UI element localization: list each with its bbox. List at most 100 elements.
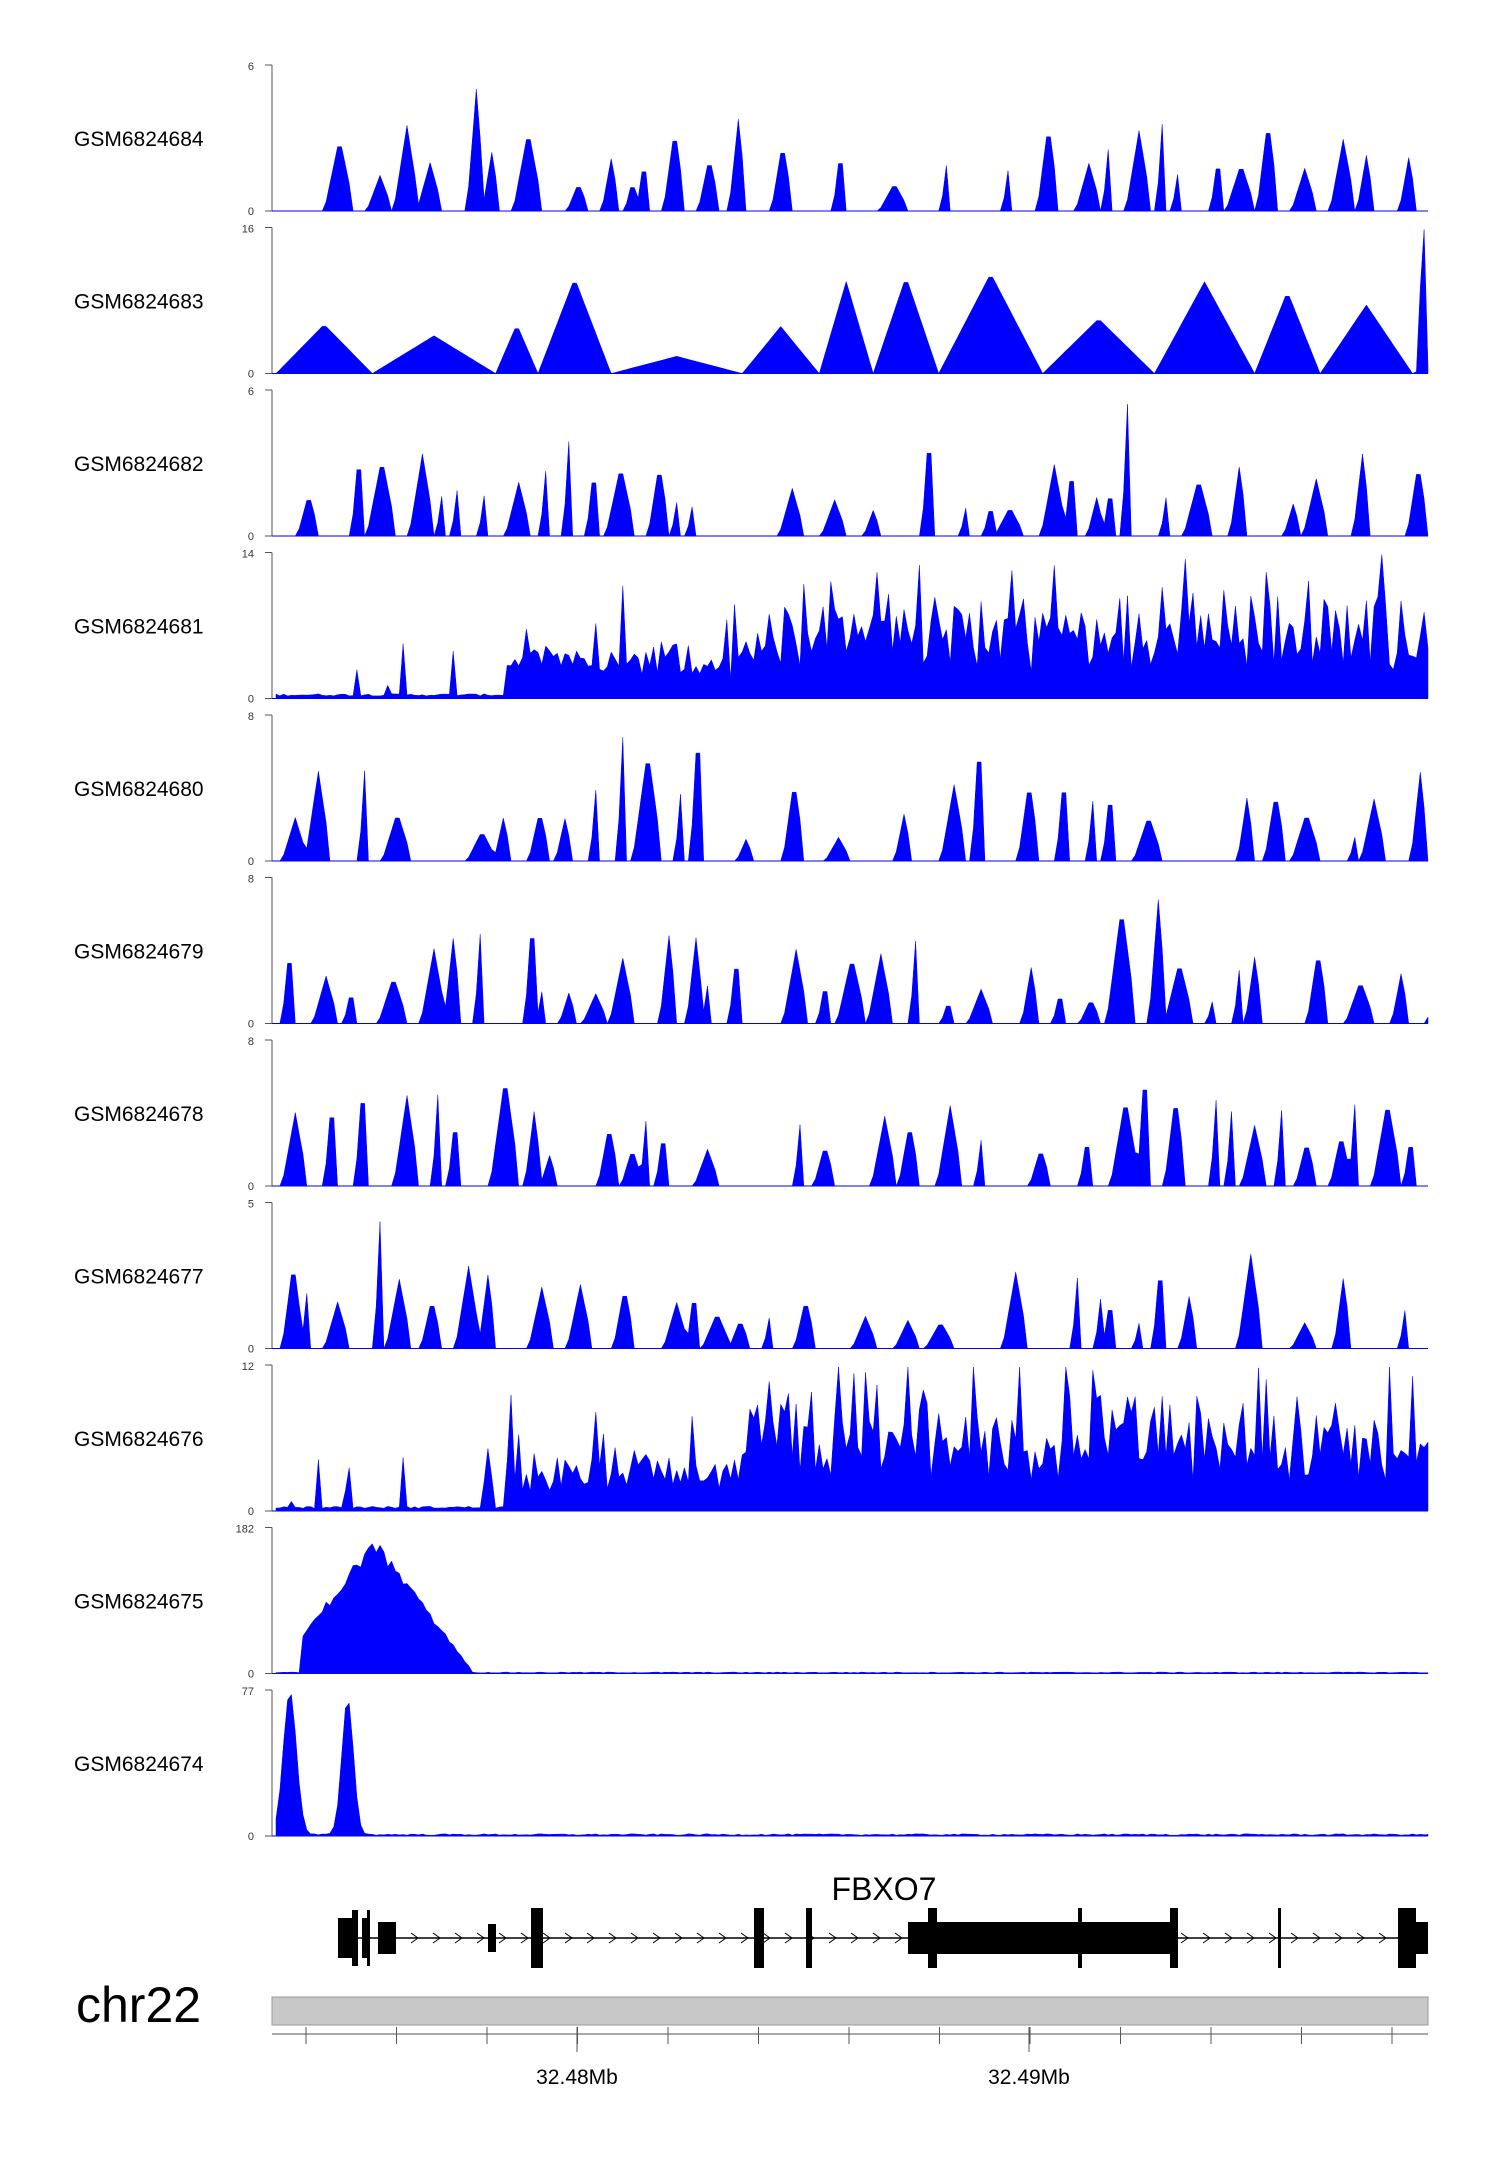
track-min-label: 0 bbox=[248, 1344, 254, 1356]
track-min-label: 0 bbox=[248, 856, 254, 868]
track-max-label: 5 bbox=[248, 1199, 254, 1211]
strand-arrow bbox=[1334, 1932, 1343, 1944]
signal-area bbox=[276, 737, 1429, 862]
signal-area bbox=[275, 1693, 1429, 1837]
gene-label: FBXO7 bbox=[832, 1871, 937, 1907]
genome-axis-label: 32.48Mb bbox=[536, 2066, 618, 2089]
track-max-label: 182 bbox=[236, 1524, 254, 1536]
chromosome-label: chr22 bbox=[76, 1977, 201, 2033]
signal-tracks: GSM682468460GSM6824683160GSM682468260GSM… bbox=[74, 61, 1429, 1843]
track-label: GSM6824679 bbox=[74, 941, 204, 964]
signal-area bbox=[276, 404, 1429, 537]
gene-exon bbox=[1278, 1908, 1281, 1968]
track-label: GSM6824681 bbox=[74, 616, 204, 639]
strand-arrow bbox=[608, 1932, 617, 1944]
strand-arrow bbox=[454, 1932, 463, 1944]
track-max-label: 6 bbox=[248, 386, 254, 398]
track-GSM6824674: GSM6824674 77 0 bbox=[74, 1686, 1429, 1843]
strand-arrow bbox=[872, 1932, 881, 1944]
track-max-label: 16 bbox=[242, 224, 254, 236]
track-label: GSM6824675 bbox=[74, 1591, 204, 1614]
signal-area bbox=[275, 229, 1429, 375]
gene-exon bbox=[1170, 1908, 1178, 1968]
strand-arrow bbox=[1224, 1932, 1233, 1944]
strand-arrow bbox=[1202, 1932, 1211, 1944]
strand-arrow bbox=[1246, 1932, 1255, 1944]
strand-arrow bbox=[1268, 1932, 1277, 1944]
gene-exon bbox=[937, 1922, 1172, 1954]
track-min-label: 0 bbox=[248, 369, 254, 381]
strand-arrow bbox=[652, 1932, 661, 1944]
gene-exon bbox=[338, 1918, 352, 1958]
strand-arrow bbox=[410, 1932, 419, 1944]
track-GSM6824676: GSM6824676 12 0 bbox=[74, 1361, 1429, 1518]
gene-exon bbox=[1416, 1922, 1428, 1954]
track-max-label: 14 bbox=[242, 549, 254, 561]
signal-area bbox=[275, 554, 1429, 699]
strand-arrow bbox=[476, 1932, 485, 1944]
strand-arrow bbox=[564, 1932, 573, 1944]
gene-exon bbox=[378, 1922, 396, 1954]
track-min-label: 0 bbox=[248, 1831, 254, 1843]
track-label: GSM6824684 bbox=[74, 128, 204, 151]
strand-arrow bbox=[894, 1932, 903, 1944]
track-max-label: 6 bbox=[248, 61, 254, 73]
track-label: GSM6824678 bbox=[74, 1103, 204, 1126]
track-label: GSM6824682 bbox=[74, 453, 204, 476]
track-GSM6824677: GSM6824677 5 0 bbox=[74, 1199, 1428, 1356]
track-GSM6824678: GSM6824678 8 0 bbox=[74, 1036, 1428, 1193]
gene-exon bbox=[928, 1908, 937, 1968]
track-min-label: 0 bbox=[248, 1181, 254, 1193]
track-max-label: 8 bbox=[248, 711, 254, 723]
track-min-label: 0 bbox=[248, 1669, 254, 1681]
strand-arrow bbox=[674, 1932, 683, 1944]
track-max-label: 12 bbox=[242, 1361, 254, 1373]
track-max-label: 8 bbox=[248, 874, 254, 886]
track-label: GSM6824677 bbox=[74, 1266, 204, 1289]
gene-exon bbox=[352, 1910, 358, 1966]
strand-arrow bbox=[784, 1932, 793, 1944]
signal-area bbox=[275, 1543, 1429, 1674]
strand-arrow bbox=[762, 1932, 771, 1944]
signal-area bbox=[276, 1221, 1428, 1350]
track-GSM6824683: GSM6824683 16 0 bbox=[74, 224, 1429, 381]
track-max-label: 8 bbox=[248, 1036, 254, 1048]
gene-exon bbox=[531, 1908, 543, 1968]
strand-arrow bbox=[498, 1932, 507, 1944]
strand-arrow bbox=[828, 1932, 837, 1944]
strand-arrow bbox=[1356, 1932, 1365, 1944]
gene-exon bbox=[806, 1908, 812, 1968]
signal-area bbox=[276, 899, 1429, 1025]
strand-arrow bbox=[850, 1932, 859, 1944]
track-min-label: 0 bbox=[248, 1019, 254, 1031]
strand-arrow bbox=[542, 1932, 551, 1944]
strand-arrow bbox=[630, 1932, 639, 1944]
track-label: GSM6824680 bbox=[74, 778, 204, 801]
genome-axis-label: 32.49Mb bbox=[988, 2066, 1070, 2089]
gene-exon bbox=[362, 1918, 368, 1958]
track-label: GSM6824676 bbox=[74, 1428, 204, 1451]
strand-arrow bbox=[718, 1932, 727, 1944]
strand-arrow bbox=[1378, 1932, 1387, 1944]
strand-arrow bbox=[520, 1932, 529, 1944]
gene-exon bbox=[488, 1924, 496, 1952]
signal-area bbox=[276, 1088, 1428, 1187]
track-min-label: 0 bbox=[248, 531, 254, 543]
track-min-label: 0 bbox=[248, 1506, 254, 1518]
gene-exon bbox=[367, 1910, 370, 1966]
strand-arrow bbox=[1180, 1932, 1189, 1944]
gene-exon bbox=[1078, 1908, 1082, 1968]
track-label: GSM6824683 bbox=[74, 291, 204, 314]
gene-exon bbox=[908, 1922, 930, 1954]
signal-area bbox=[276, 89, 1428, 212]
track-label: GSM6824674 bbox=[74, 1753, 204, 1776]
gene-track: FBXO7 bbox=[338, 1871, 1428, 1968]
track-GSM6824681: GSM6824681 14 0 bbox=[74, 549, 1429, 706]
track-GSM6824684: GSM6824684 6 0 bbox=[74, 61, 1428, 218]
track-GSM6824682: GSM6824682 6 0 bbox=[74, 386, 1429, 543]
track-max-label: 77 bbox=[242, 1686, 254, 1698]
signal-area bbox=[275, 1366, 1429, 1512]
track-GSM6824679: GSM6824679 8 0 bbox=[74, 874, 1429, 1031]
track-min-label: 0 bbox=[248, 206, 254, 218]
